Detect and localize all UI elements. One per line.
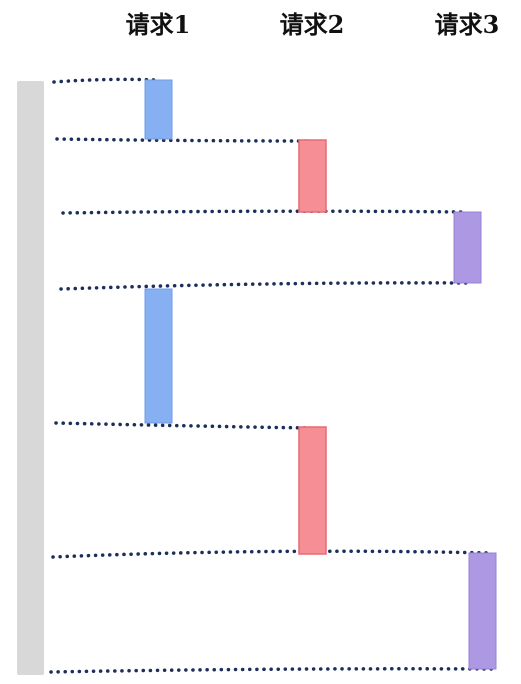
request-2-block-b bbox=[298, 426, 327, 555]
dotted-lines bbox=[49, 77, 498, 674]
dotted-line-1 bbox=[52, 77, 160, 84]
request-1-block-a bbox=[144, 79, 173, 140]
dotted-line-7 bbox=[49, 667, 498, 674]
request-1-block-b bbox=[144, 288, 173, 424]
dotted-line-6 bbox=[51, 549, 492, 559]
header-request-1: 请求1 bbox=[126, 10, 191, 39]
header-request-2: 请求2 bbox=[280, 10, 345, 39]
dotted-line-5 bbox=[54, 421, 312, 430]
dotted-line-2 bbox=[55, 137, 314, 143]
dotted-line-4 bbox=[59, 281, 468, 291]
request-3-block-a bbox=[453, 211, 482, 284]
request-2-block-a bbox=[298, 139, 327, 213]
request-3-block-b bbox=[468, 552, 497, 670]
timeline-bar bbox=[17, 81, 44, 675]
header-request-3: 请求3 bbox=[435, 10, 500, 39]
dotted-line-3 bbox=[61, 209, 467, 215]
